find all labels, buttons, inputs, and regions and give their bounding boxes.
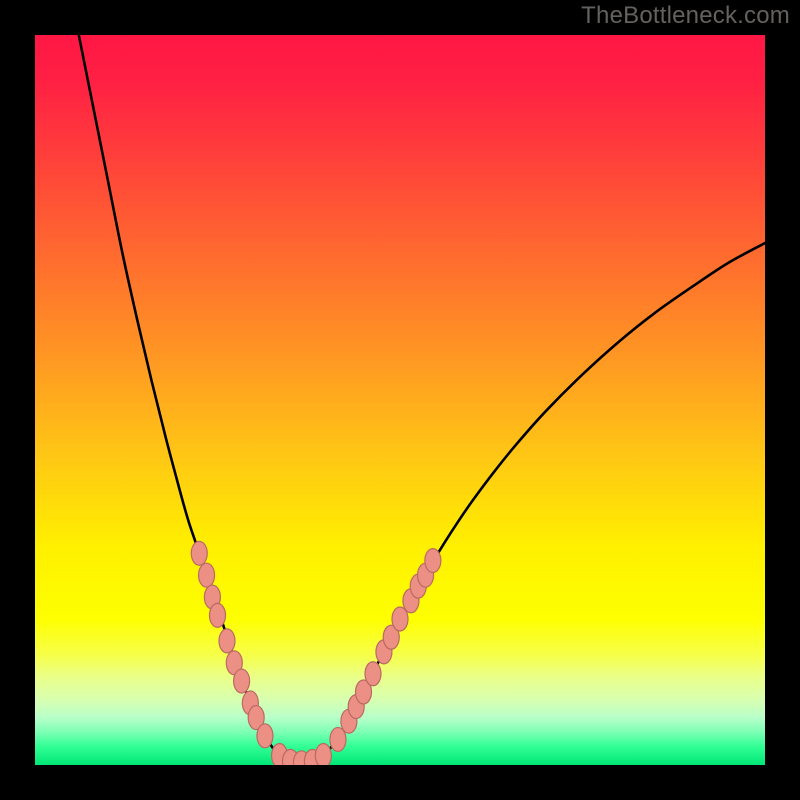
scatter-marker [219, 629, 235, 653]
chart-frame: TheBottleneck.com [0, 0, 800, 800]
scatter-marker [191, 541, 207, 565]
plot-area [35, 35, 765, 775]
gradient-background [35, 35, 765, 765]
scatter-marker [315, 744, 331, 768]
scatter-marker [234, 669, 250, 693]
scatter-marker [425, 549, 441, 573]
scatter-marker [365, 662, 381, 686]
scatter-marker [199, 563, 215, 587]
scatter-marker [257, 724, 273, 748]
scatter-marker [210, 603, 226, 627]
bottleneck-chart [0, 0, 800, 800]
